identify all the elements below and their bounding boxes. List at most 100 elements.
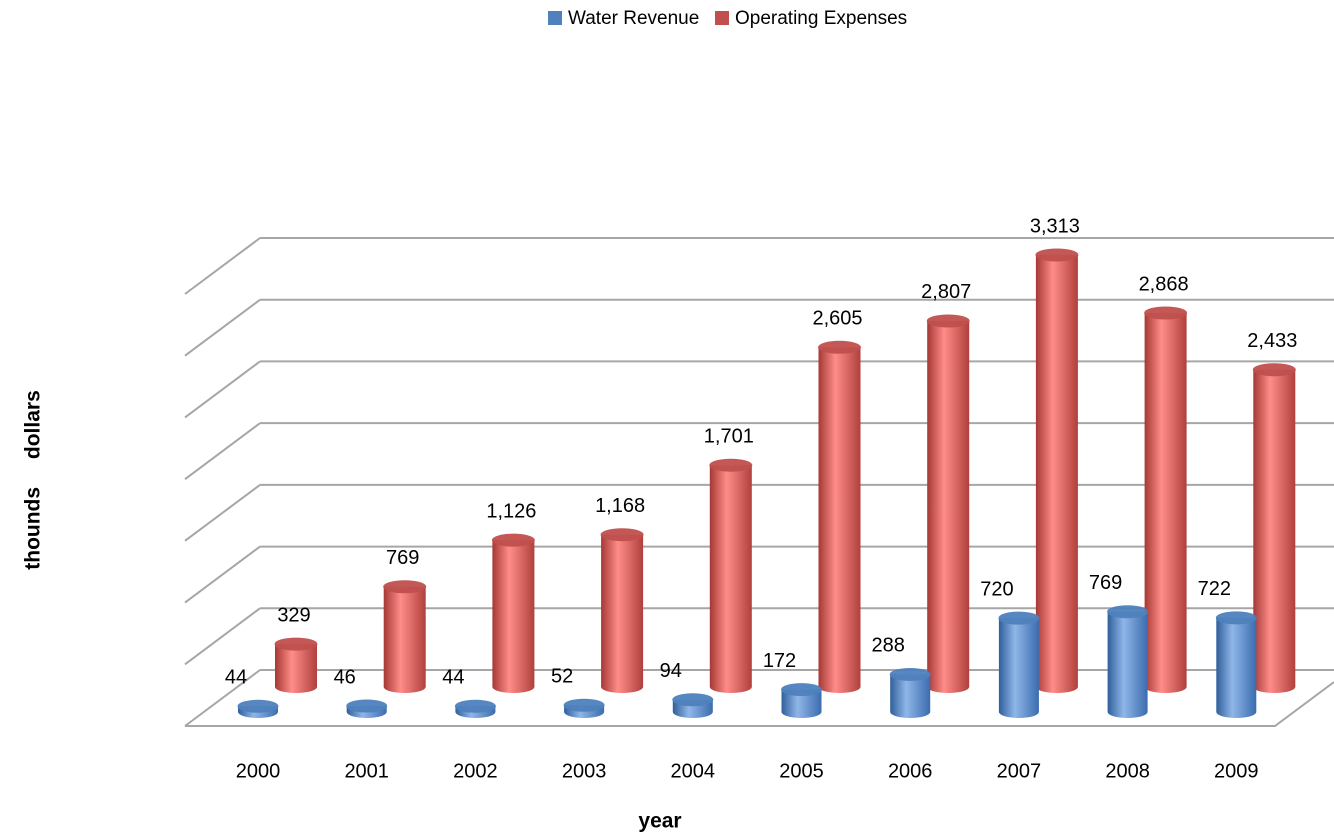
bar-bottom bbox=[1144, 681, 1187, 693]
bar-body bbox=[275, 644, 317, 687]
data-label: 2,605 bbox=[812, 308, 862, 330]
data-label: 44 bbox=[225, 667, 247, 689]
bar-top bbox=[781, 683, 822, 697]
bar-bottom bbox=[383, 681, 426, 693]
bar-body bbox=[1253, 369, 1296, 687]
grid-line-side bbox=[184, 360, 261, 419]
bar-bottom bbox=[601, 681, 644, 693]
x-tick-label: 2007 bbox=[997, 760, 1042, 782]
grid-line-side bbox=[184, 669, 261, 727]
grid-line-side bbox=[184, 237, 261, 295]
grid-line-side bbox=[184, 545, 261, 604]
data-label: 172 bbox=[763, 650, 796, 672]
bar-body bbox=[998, 618, 1039, 712]
data-label: 2,807 bbox=[921, 281, 971, 303]
data-label: 2,868 bbox=[1139, 273, 1189, 295]
grid-line-side bbox=[184, 422, 261, 480]
bar-top bbox=[346, 699, 388, 713]
bar bbox=[998, 611, 1040, 718]
bar-body bbox=[927, 320, 970, 687]
bar-top bbox=[563, 698, 605, 712]
legend-swatch bbox=[548, 11, 562, 25]
bar-top bbox=[998, 611, 1040, 625]
data-label: 44 bbox=[442, 667, 464, 689]
bar-bottom bbox=[709, 681, 752, 693]
data-label: 1,168 bbox=[595, 495, 645, 517]
data-label: 94 bbox=[660, 660, 682, 682]
bar bbox=[454, 699, 496, 718]
bar-top bbox=[491, 533, 535, 547]
bar bbox=[818, 340, 861, 693]
bar-bottom bbox=[818, 681, 861, 693]
legend-label: Operating Expenses bbox=[735, 8, 907, 29]
data-label: 52 bbox=[551, 666, 573, 688]
bar-bottom bbox=[781, 706, 822, 718]
bar-top bbox=[1144, 306, 1188, 320]
bar-top bbox=[1252, 363, 1296, 377]
data-label: 722 bbox=[1198, 578, 1231, 600]
grid-line-side bbox=[184, 298, 261, 357]
bar-top bbox=[1107, 605, 1149, 619]
bar-bottom bbox=[492, 681, 535, 693]
x-tick-label: 2006 bbox=[888, 760, 933, 782]
bar bbox=[781, 683, 822, 718]
bar-top bbox=[889, 667, 931, 681]
bar-top bbox=[818, 340, 861, 354]
x-axis-title: year bbox=[638, 810, 681, 833]
legend-swatch bbox=[715, 11, 729, 25]
floor-edge bbox=[185, 681, 1334, 727]
data-label: 288 bbox=[872, 635, 905, 657]
bar-body bbox=[818, 347, 861, 687]
bar-top bbox=[1215, 611, 1257, 625]
bar-body bbox=[709, 465, 752, 687]
legend-label: Water Revenue bbox=[568, 8, 699, 29]
bar-bottom bbox=[927, 681, 970, 693]
bar bbox=[383, 580, 427, 693]
x-tick-label: 2005 bbox=[779, 760, 824, 782]
data-label: 329 bbox=[277, 604, 310, 626]
bar-bottom bbox=[1107, 706, 1148, 718]
x-tick-label: 2009 bbox=[1214, 760, 1259, 782]
bar bbox=[1144, 306, 1188, 693]
bar bbox=[709, 458, 753, 693]
x-tick-label: 2008 bbox=[1105, 760, 1150, 782]
data-label: 2,433 bbox=[1247, 330, 1297, 352]
bar bbox=[672, 693, 714, 718]
data-label: 3,313 bbox=[1030, 215, 1080, 237]
bar-top bbox=[237, 699, 279, 713]
x-tick-label: 2001 bbox=[344, 760, 389, 782]
x-tick-label: 2000 bbox=[236, 760, 281, 782]
bar-bottom bbox=[1216, 706, 1257, 718]
bar-body bbox=[1144, 313, 1187, 687]
bar bbox=[1252, 363, 1296, 693]
bar-top bbox=[454, 699, 496, 713]
data-label: 769 bbox=[386, 547, 419, 569]
bar-body bbox=[492, 540, 535, 687]
x-tick-label: 2002 bbox=[453, 760, 498, 782]
bar-top bbox=[1035, 248, 1079, 262]
bar-body bbox=[601, 534, 644, 687]
bar bbox=[563, 698, 605, 718]
bar-body bbox=[1216, 617, 1257, 712]
bar-top bbox=[672, 693, 714, 707]
bar bbox=[889, 667, 931, 718]
x-tick-label: 2003 bbox=[562, 760, 607, 782]
bar-top bbox=[274, 637, 318, 651]
bar bbox=[346, 699, 388, 718]
data-label: 1,701 bbox=[704, 425, 754, 447]
grid-line-side bbox=[184, 484, 261, 542]
bar bbox=[274, 637, 318, 693]
bar-top bbox=[600, 528, 644, 542]
bar-bottom bbox=[275, 681, 317, 693]
bar-bottom bbox=[1253, 681, 1296, 693]
bar bbox=[926, 314, 970, 693]
bar-top bbox=[383, 580, 427, 594]
bar bbox=[1035, 248, 1079, 693]
data-label: 1,126 bbox=[486, 500, 536, 522]
data-label: 720 bbox=[980, 578, 1013, 600]
bar-bottom bbox=[1035, 681, 1078, 693]
bar-bottom bbox=[890, 706, 931, 718]
x-tick-label: 2004 bbox=[671, 760, 716, 782]
bar-bottom bbox=[998, 706, 1039, 718]
bar-body bbox=[1107, 611, 1148, 712]
